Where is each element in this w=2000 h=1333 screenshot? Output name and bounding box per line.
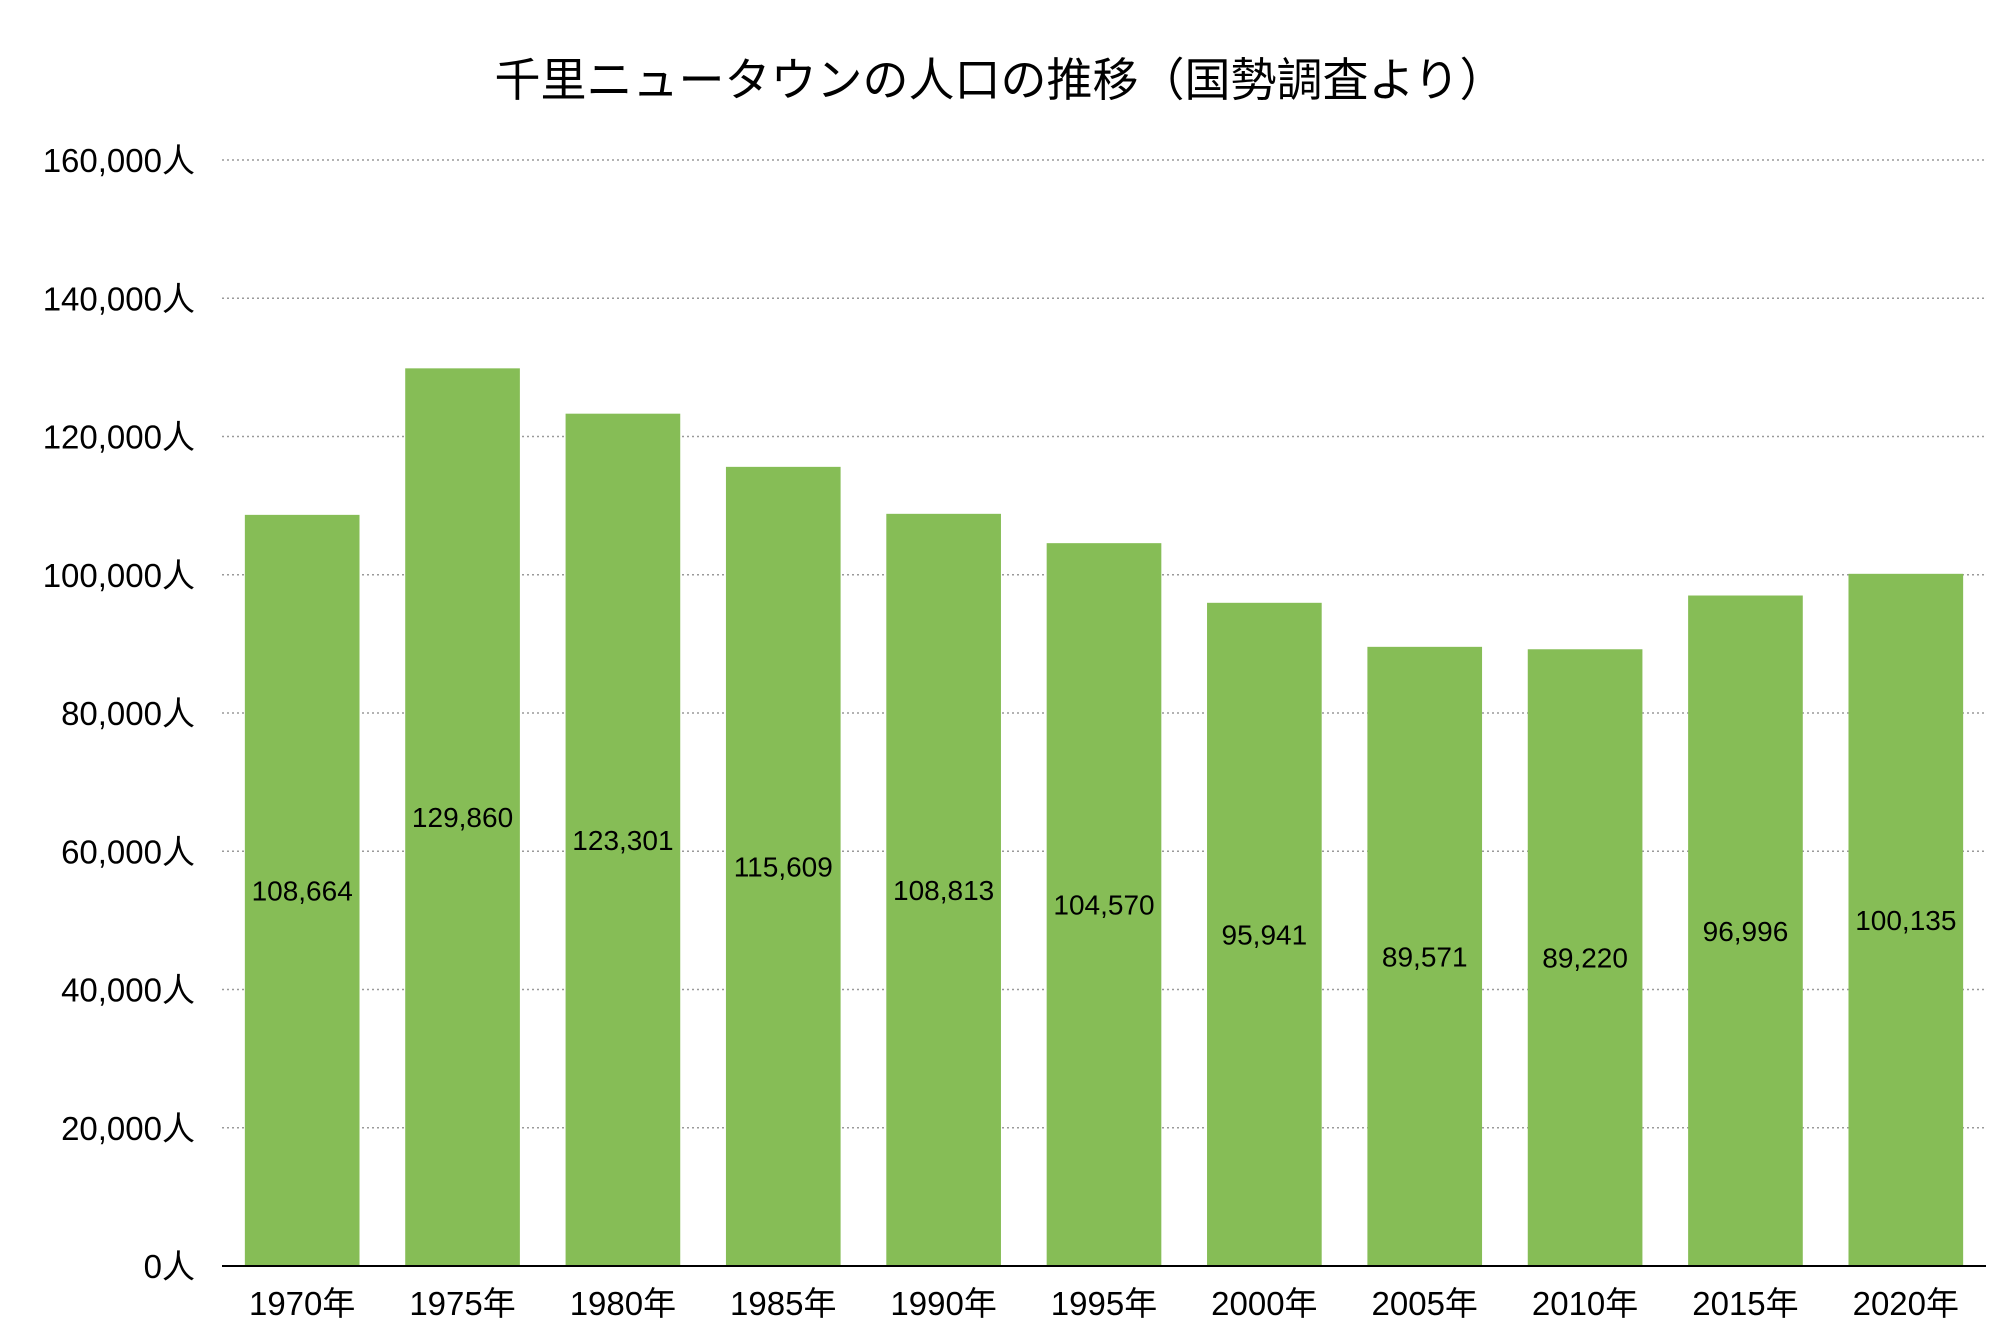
data-label: 108,813: [893, 875, 994, 906]
data-label: 89,220: [1542, 943, 1628, 974]
bar: [886, 513, 1001, 1266]
y-tick-label: 100,000人: [43, 557, 195, 594]
x-tick-label: 2000年: [1211, 1285, 1317, 1322]
x-tick-label: 1985年: [730, 1285, 836, 1322]
data-label: 108,664: [252, 875, 353, 906]
data-label: 115,609: [734, 851, 833, 882]
data-label: 95,941: [1222, 919, 1308, 950]
bar: [1527, 649, 1643, 1266]
x-tick-label: 1970年: [249, 1285, 355, 1322]
data-label: 129,860: [412, 802, 513, 833]
y-tick-label: 60,000人: [61, 833, 195, 870]
x-tick-label: 2010年: [1532, 1285, 1638, 1322]
bars: [244, 368, 1964, 1266]
x-axis: 1970年 1975年 1980年 1985年 1990年 1995年 2000年 2005年…: [222, 1265, 1986, 1322]
chart-title: 千里ニュータウンの人口の推移（国勢調査より）: [494, 53, 1505, 107]
x-tick-label: 1980年: [570, 1285, 676, 1322]
data-label: 123,301: [572, 825, 673, 856]
x-tick-label: 1995年: [1051, 1285, 1157, 1322]
x-tick-label: 2015年: [1692, 1285, 1798, 1322]
bar: [244, 514, 360, 1266]
y-axis: 0人 20,000人 40,000人 60,000人 80,000人 100,000人 12…: [43, 142, 195, 1285]
bar: [1688, 595, 1803, 1266]
x-tick-label: 1990年: [890, 1285, 996, 1322]
data-labels: 108,664 129,860 123,301 115,609 108,813 104,5…: [252, 802, 1957, 973]
bar: [1367, 646, 1483, 1266]
y-tick-label: 160,000人: [43, 142, 195, 179]
y-tick-label: 80,000人: [61, 695, 195, 732]
bar: [1046, 543, 1162, 1266]
x-tick-label: 2005年: [1372, 1285, 1478, 1322]
bar: [1848, 573, 1964, 1266]
y-tick-label: 120,000人: [43, 419, 195, 456]
y-tick-label: 40,000人: [61, 972, 195, 1009]
x-tick-label: 2020年: [1853, 1285, 1959, 1322]
x-tick-label: 1975年: [409, 1285, 515, 1322]
bar: [565, 413, 681, 1266]
bar: [725, 466, 841, 1266]
y-tick-label: 20,000人: [61, 1110, 195, 1147]
bar: [1207, 602, 1322, 1266]
y-tick-label: 0人: [144, 1248, 195, 1285]
data-label: 100,135: [1855, 905, 1956, 936]
data-label: 104,570: [1053, 890, 1154, 921]
data-label: 96,996: [1703, 916, 1789, 947]
bar: [405, 368, 520, 1266]
data-label: 89,571: [1382, 941, 1468, 972]
y-tick-label: 140,000人: [43, 280, 195, 317]
